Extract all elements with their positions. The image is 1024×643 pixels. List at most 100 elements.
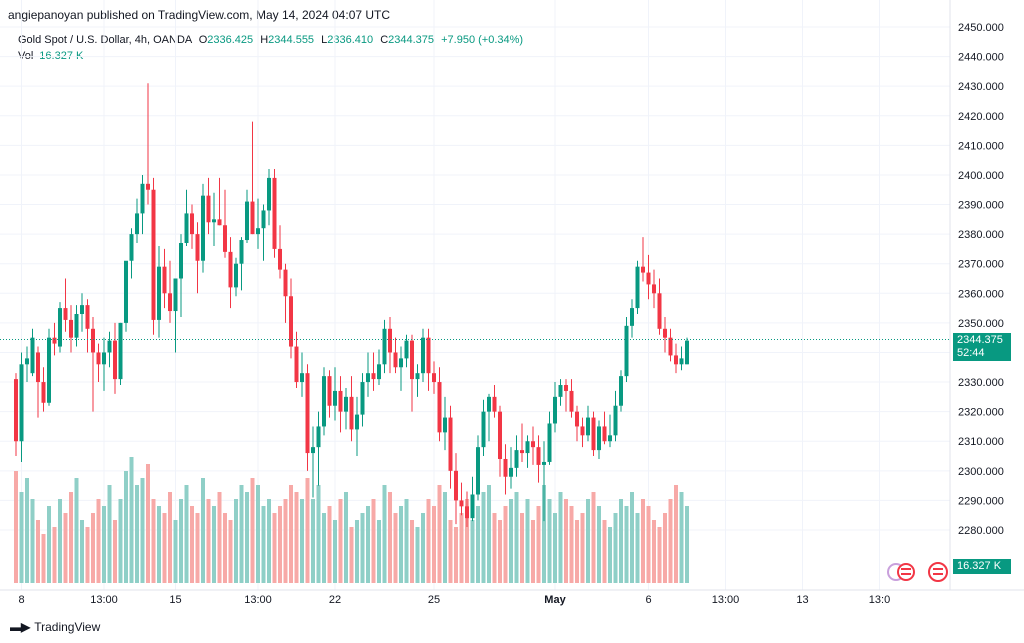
candle-body <box>239 240 244 264</box>
candle-body <box>102 352 106 365</box>
volume-bar <box>503 506 508 583</box>
candle-body <box>470 494 475 519</box>
volume-bar <box>272 513 277 583</box>
time-tick-label: 13:00 <box>90 594 118 606</box>
candle-body <box>498 411 502 459</box>
volume-bar <box>470 520 475 583</box>
candle-body <box>74 314 79 338</box>
candle-body <box>668 337 673 356</box>
candle-body <box>630 308 634 326</box>
candle <box>437 367 442 442</box>
candle-body <box>432 373 436 383</box>
volume-bar <box>85 527 90 583</box>
volume-bar <box>608 527 612 583</box>
change-value: +7.950 (+0.34%) <box>441 34 524 46</box>
volume-bar <box>514 492 519 583</box>
volume-bar <box>602 520 607 583</box>
candle <box>157 245 161 338</box>
volume-bar <box>476 506 480 583</box>
candle-body <box>459 500 464 507</box>
candle-body <box>316 426 321 448</box>
volume-bar <box>184 485 189 583</box>
candle <box>674 343 678 374</box>
candle <box>608 414 612 448</box>
candle <box>481 399 486 457</box>
candle-body <box>272 177 277 249</box>
candle-body <box>371 373 376 380</box>
candle <box>679 346 684 371</box>
candle <box>657 278 662 335</box>
volume-bar <box>250 478 255 583</box>
time-axis[interactable]: 8 13:00 15 13:00 22 25 May 6 13:00 13 13:0 <box>18 594 890 606</box>
candle <box>630 299 634 338</box>
candle-body <box>261 210 266 229</box>
volume-bar <box>124 471 128 583</box>
candle-body <box>476 447 480 495</box>
candle <box>470 476 475 522</box>
price-tick-label: 2370.000 <box>958 259 1004 271</box>
candle <box>476 435 480 501</box>
time-tick-label: May <box>544 594 566 606</box>
volume-bar <box>305 478 310 583</box>
volume-bar <box>74 478 79 583</box>
volume-bar <box>586 499 590 583</box>
volume-bar <box>388 492 392 583</box>
volume-bar <box>333 520 337 583</box>
candle-body <box>487 396 491 412</box>
candle-body <box>124 260 128 323</box>
candle <box>668 328 673 362</box>
volume-bar <box>118 499 123 583</box>
candle-body <box>443 417 447 433</box>
volume-bar <box>448 520 453 583</box>
volume-bar <box>569 506 574 583</box>
volume-bar <box>668 499 673 583</box>
flag-icons[interactable] <box>887 562 948 582</box>
volume-bar <box>685 506 689 583</box>
volume-bar <box>63 513 68 583</box>
candle <box>294 331 299 388</box>
candle-body <box>58 308 62 347</box>
price-tick-label: 2410.000 <box>958 140 1004 152</box>
volume-bar <box>421 513 425 583</box>
us-flag-icon[interactable] <box>897 563 915 581</box>
candle-body <box>388 328 392 353</box>
candle <box>448 405 453 489</box>
candle-body <box>278 248 282 270</box>
candle <box>597 420 601 459</box>
volume-bar <box>96 499 101 583</box>
time-tick-label: 6 <box>645 594 651 606</box>
candle <box>487 393 491 442</box>
candle-body <box>267 177 271 211</box>
volume-bar <box>520 513 524 583</box>
volume-bar <box>102 506 106 583</box>
symbol-title: Gold Spot / U.S. Dollar, 4h, OANDA <box>18 34 192 46</box>
candle-body <box>569 390 574 412</box>
candle-body <box>635 266 640 309</box>
price-axis[interactable]: 2280.000 2290.000 2300.000 2310.000 2320.000… <box>958 22 1004 537</box>
candle <box>278 225 282 279</box>
volume-bar <box>311 499 315 583</box>
volume-bar <box>256 485 260 583</box>
volume-bar <box>168 492 172 583</box>
tradingview-logo[interactable]: ▬▶ TradingView <box>10 620 100 634</box>
candle <box>525 435 530 468</box>
volume-bar <box>619 499 623 583</box>
candle <box>63 278 68 332</box>
candle <box>410 334 414 412</box>
candle-body <box>140 183 145 214</box>
price-tick-label: 2440.000 <box>958 52 1004 64</box>
candle-body <box>393 352 398 368</box>
volume-bar <box>492 513 497 583</box>
volume-bar <box>47 506 51 583</box>
candle-body <box>85 305 90 329</box>
us-flag-icon[interactable] <box>928 562 948 582</box>
low-value: 2336.410 <box>327 34 374 46</box>
volume-bar <box>245 492 249 583</box>
candle-body <box>415 373 420 380</box>
price-tick-label: 2380.000 <box>958 229 1004 241</box>
candle <box>399 346 403 391</box>
volume-bar <box>228 520 233 583</box>
volume-bar <box>366 506 370 583</box>
candle-body <box>234 263 238 288</box>
